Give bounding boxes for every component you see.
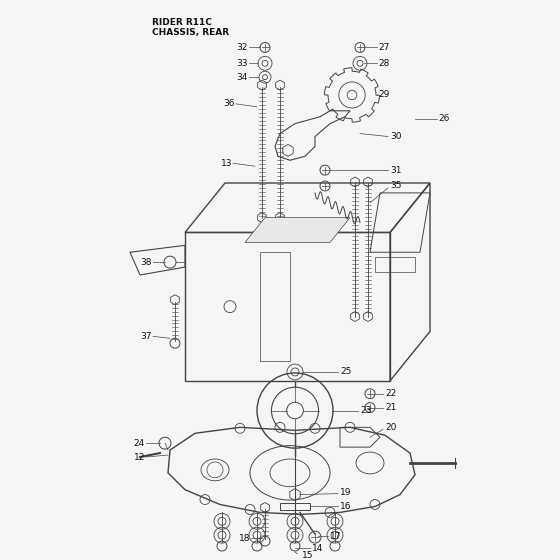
Text: CHASSIS, REAR: CHASSIS, REAR [152,27,229,37]
Text: 25: 25 [340,367,351,376]
Text: 12: 12 [134,452,145,461]
Text: 16: 16 [340,502,352,511]
Text: RIDER R11C: RIDER R11C [152,18,212,27]
Text: 15: 15 [302,552,314,560]
Text: 35: 35 [390,181,402,190]
Text: 14: 14 [312,544,323,553]
Text: 33: 33 [236,59,248,68]
Text: 37: 37 [141,332,152,341]
Text: 18: 18 [239,534,250,543]
Text: 19: 19 [340,488,352,497]
Polygon shape [245,218,350,242]
Text: 22: 22 [385,389,396,398]
Text: 36: 36 [223,99,235,109]
Text: 24: 24 [134,438,145,447]
Text: 28: 28 [378,59,389,68]
Text: 30: 30 [390,132,402,141]
Text: 23: 23 [360,406,371,415]
Text: 21: 21 [385,403,396,412]
Text: 29: 29 [378,91,389,100]
Text: 13: 13 [221,158,232,168]
Text: 20: 20 [385,423,396,432]
Text: 38: 38 [141,258,152,267]
Text: 27: 27 [378,43,389,52]
Text: 32: 32 [237,43,248,52]
Text: 34: 34 [237,73,248,82]
Text: 26: 26 [438,114,449,123]
Text: 17: 17 [330,531,342,540]
Text: 31: 31 [390,166,402,175]
